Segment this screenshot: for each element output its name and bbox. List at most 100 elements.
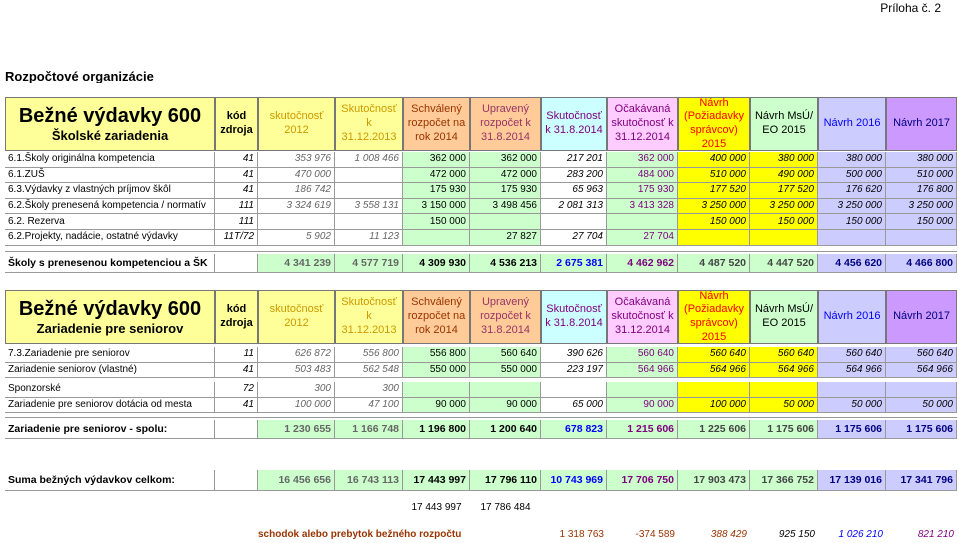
cell: 510 000: [678, 167, 750, 184]
table-subtitle: Zariadenie pre seniorov: [36, 321, 184, 336]
cell: 90 000: [470, 397, 541, 414]
column-header: Návrh 2017: [886, 290, 957, 344]
balance-label: schodok alebo prebytok bežného rozpočtu: [258, 529, 462, 540]
cell: [335, 183, 403, 199]
cell: 150 000: [750, 214, 818, 230]
cell: 1 225 606: [678, 420, 750, 439]
cell: [470, 382, 541, 398]
cell: 41: [215, 397, 258, 414]
table-title: Bežné výdavky 600: [18, 298, 202, 320]
column-header: Upravený rozpočet k 31.8.2014: [470, 97, 541, 151]
cell: 300: [258, 382, 335, 398]
cell: 223 197: [541, 362, 607, 379]
cell: 176 620: [818, 183, 886, 199]
row-label: 6.3.Výdavky z vlastných príjmov škôl: [5, 183, 215, 199]
cell: 4 466 800: [886, 254, 957, 273]
cell: 176 800: [886, 183, 957, 199]
cell: 564 966: [678, 362, 750, 379]
column-header: Skutočnosť k 31.12.2013: [335, 290, 403, 344]
column-header: Návrh 2016: [818, 290, 886, 344]
cell: 3 150 000: [403, 198, 470, 215]
cell: 560 640: [818, 347, 886, 363]
cell: 17 366 752: [750, 470, 818, 491]
cell: 560 640: [470, 347, 541, 363]
cell: 5 902: [258, 230, 335, 246]
balance-value: 1 026 210: [838, 529, 884, 540]
cell: 484 000: [607, 167, 678, 184]
cell: 1 175 606: [750, 420, 818, 439]
row-label: 6.2.Projekty, nadácie, ostatné výdavky: [5, 230, 215, 246]
cell: [403, 382, 470, 398]
cell: 564 966: [886, 362, 957, 379]
column-header: kód zdroja: [215, 290, 258, 344]
cell: 175 930: [470, 183, 541, 199]
cell: 10 743 969: [541, 470, 607, 491]
cell: 1 215 606: [607, 420, 678, 439]
cell: [541, 214, 607, 230]
cell: 510 000: [886, 167, 957, 184]
cell: 11 123: [335, 230, 403, 246]
column-header: Očakávaná skutočnosť k 31.12.2014: [607, 290, 678, 344]
row-label: Zariadenie seniorov (vlastné): [5, 362, 215, 379]
cell: 380 000: [750, 152, 818, 168]
row-label: 7.3.Zariadenie pre seniorov: [5, 347, 215, 363]
cell: 362 000: [607, 152, 678, 168]
cell: 470 000: [258, 167, 335, 184]
section-title: Rozpočtové organizácie: [5, 70, 154, 83]
cell: 100 000: [678, 397, 750, 414]
cell: 27 704: [607, 230, 678, 246]
table-title-cell: Bežné výdavky 600 Zariadenie pre seniorov: [5, 290, 215, 344]
cell: 3 324 619: [258, 198, 335, 215]
cell: 283 200: [541, 167, 607, 184]
row-label: 6.2. Rezerva: [5, 214, 215, 230]
cell: 1 196 800: [403, 420, 470, 439]
cell: 3 250 000: [886, 198, 957, 215]
cell: 16 743 113: [335, 470, 403, 491]
row-label: Sponzorské: [5, 382, 215, 398]
cell: 16 456 656: [258, 470, 335, 491]
cell: [215, 470, 258, 491]
cell: 150 000: [886, 214, 957, 230]
cell: 41: [215, 152, 258, 168]
cell: 564 966: [750, 362, 818, 379]
column-header: skutočnosť 2012: [258, 290, 335, 344]
cell: 626 872: [258, 347, 335, 363]
cell: 4 462 962: [607, 254, 678, 273]
cell: 1 166 748: [335, 420, 403, 439]
column-header: Skutočnosť k 31.12.2013: [335, 97, 403, 151]
cell: 390 626: [541, 347, 607, 363]
cell: 17 341 796: [886, 470, 957, 491]
cell: 177 520: [678, 183, 750, 199]
cell: 2 081 313: [541, 198, 607, 215]
cell: [335, 167, 403, 184]
column-header: Návrh MsÚ/ EO 2015: [750, 97, 818, 151]
cell: 41: [215, 183, 258, 199]
table-title-cell: Bežné výdavky 600 Školské zariadenia: [5, 97, 215, 151]
cell: [470, 214, 541, 230]
cell: 1 230 655: [258, 420, 335, 439]
cell: 150 000: [403, 214, 470, 230]
cell: [750, 230, 818, 246]
row-divider: [5, 417, 957, 420]
cell: 550 000: [403, 362, 470, 379]
cell: 678 823: [541, 420, 607, 439]
row-label: 6.1.Školy originálna kompetencia: [5, 152, 215, 168]
column-header: Schválený rozpočet na rok 2014: [403, 290, 470, 344]
cell: 65 963: [541, 183, 607, 199]
cell: 111: [215, 198, 258, 215]
cell: 100 000: [258, 397, 335, 414]
cell: 150 000: [678, 214, 750, 230]
cell: 380 000: [886, 152, 957, 168]
cell: 4 341 239: [258, 254, 335, 273]
cell: 111: [215, 214, 258, 230]
cell: 560 640: [886, 347, 957, 363]
cell: 4 536 213: [470, 254, 541, 273]
cell: 3 250 000: [818, 198, 886, 215]
cell: 50 000: [750, 397, 818, 414]
cell: 3 413 328: [607, 198, 678, 215]
row-label: Suma bežných výdavkov celkom:: [5, 470, 215, 491]
cell: 50 000: [886, 397, 957, 414]
cell: [607, 382, 678, 398]
cell: 4 577 719: [335, 254, 403, 273]
cell: [215, 420, 258, 439]
